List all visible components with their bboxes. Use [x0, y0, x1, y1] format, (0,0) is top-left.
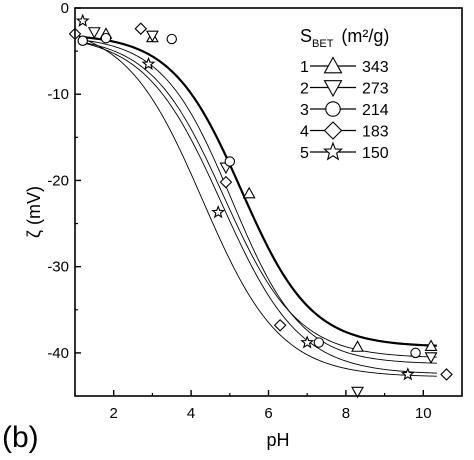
data-point-series-5: [141, 56, 156, 70]
legend-index: 5: [300, 145, 309, 162]
legend-marker-circle: [325, 101, 341, 117]
data-point-series-4: [440, 368, 453, 381]
legend: SBET (m²/g) 1 343 2 273 3 214 4 183 5 150: [300, 26, 389, 162]
data-point-series-5: [300, 335, 315, 349]
y-tick-label: -30: [47, 259, 69, 276]
x-tick-label: 6: [264, 405, 272, 422]
data-point-series-1: [351, 340, 364, 352]
data-point-series-3: [313, 337, 325, 348]
data-markers: [68, 13, 453, 399]
legend-index: 2: [300, 81, 309, 98]
legend-value: 343: [362, 59, 389, 76]
data-point-series-2: [351, 386, 364, 399]
axis-tick-labels: 2 4 6 8 10 0 -10 -20 -30 -40: [47, 0, 431, 422]
x-tick-label: 2: [110, 405, 118, 422]
legend-value: 150: [362, 145, 389, 162]
fit-curve-series-4: [78, 41, 437, 374]
legend-marker-triangle-up: [323, 56, 343, 74]
y-tick-label: -40: [47, 345, 69, 362]
y-tick-label: -20: [47, 172, 69, 189]
legend-marker-triangle-down: [323, 80, 343, 98]
data-point-series-4: [219, 175, 233, 189]
x-tick-label: 10: [415, 405, 432, 422]
data-point-series-1: [242, 186, 256, 199]
fit-curve-series-5: [78, 36, 437, 377]
data-point-series-5: [75, 13, 90, 27]
data-point-series-3: [224, 156, 236, 167]
data-point-series-3: [410, 347, 421, 359]
legend-index: 4: [300, 124, 309, 141]
y-tick-label: 0: [61, 0, 69, 17]
legend-index: 3: [300, 102, 309, 119]
fit-curve-series-3: [78, 41, 437, 358]
data-point-series-5: [400, 367, 415, 381]
fit-curves: [78, 35, 437, 377]
legend-value: 273: [362, 81, 389, 98]
x-tick-label: 8: [342, 405, 350, 422]
data-point-series-3: [77, 35, 88, 46]
legend-title: SBET (m²/g): [300, 26, 389, 50]
data-point-series-1: [424, 339, 438, 351]
data-point-series-5: [211, 205, 226, 219]
data-point-series-2: [145, 30, 159, 43]
legend-title-sub: BET: [312, 38, 334, 50]
legend-title-main: S: [300, 26, 312, 46]
axis-ticks: [74, 7, 463, 396]
data-point-series-2: [87, 27, 101, 39]
panel-label: (b): [2, 421, 39, 454]
y-axis-label: ζ (mV): [24, 186, 44, 238]
legend-title-unit: (m²/g): [341, 26, 389, 46]
legend-value: 214: [362, 102, 389, 119]
x-axis-label: pH: [266, 430, 289, 450]
data-point-series-4: [273, 319, 287, 332]
y-tick-label: -10: [47, 86, 69, 103]
data-point-series-2: [424, 352, 438, 364]
fit-curve-series-2: [78, 39, 437, 364]
legend-marker-star: [323, 141, 343, 161]
legend-marker-diamond: [323, 121, 343, 140]
data-point-series-4: [134, 22, 148, 35]
plot-frame: [74, 7, 463, 397]
legend-value: 183: [362, 124, 389, 141]
data-point-series-3: [166, 33, 177, 45]
fit-curve-series-1: [78, 35, 437, 347]
data-point-series-3: [100, 32, 112, 44]
x-tick-label: 4: [187, 405, 195, 422]
legend-rows: 1 343 2 273 3 214 4 183 5 150: [300, 56, 389, 162]
legend-index: 1: [300, 59, 309, 76]
